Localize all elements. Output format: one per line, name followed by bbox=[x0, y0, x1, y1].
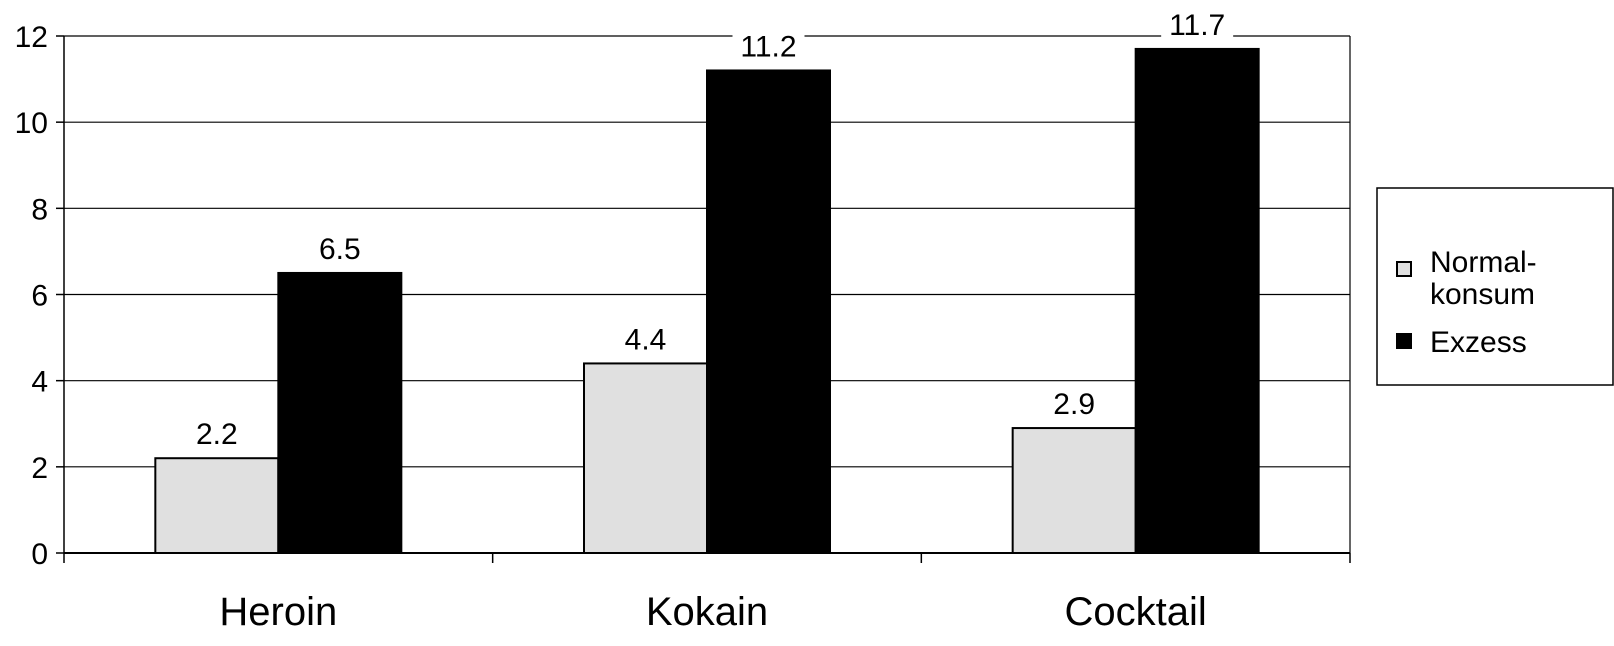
x-category-label: Cocktail bbox=[1065, 590, 1207, 634]
data-label-bg bbox=[1161, 6, 1234, 41]
y-tick-label: 8 bbox=[31, 193, 48, 226]
data-label-bg bbox=[617, 321, 674, 356]
y-tick-label: 0 bbox=[31, 538, 48, 571]
data-label-bg bbox=[1046, 386, 1103, 421]
bar-exzess-kokain bbox=[706, 69, 831, 554]
y-tick-label: 4 bbox=[31, 366, 48, 399]
legend-label: Exzess bbox=[1430, 326, 1527, 359]
bar-normal-konsum-heroin bbox=[154, 457, 280, 555]
y-axis-ticks: 0 2 4 6 8 10 12 bbox=[15, 21, 64, 571]
legend-swatch bbox=[1396, 333, 1412, 349]
y-tick-label: 10 bbox=[15, 107, 48, 140]
data-label-bg bbox=[188, 416, 245, 451]
bar-normal-konsum-kokain bbox=[583, 362, 708, 554]
x-axis-labels: Heroin Kokain Cocktail bbox=[219, 590, 1206, 634]
legend-swatch bbox=[1396, 261, 1412, 277]
bars bbox=[154, 47, 1260, 555]
data-label: 2.9 bbox=[1053, 388, 1095, 421]
legend-label: konsum bbox=[1430, 278, 1535, 311]
bar-normal-konsum-cocktail bbox=[1011, 427, 1137, 554]
data-label-bg bbox=[311, 230, 368, 265]
legend-box bbox=[1376, 187, 1614, 386]
x-category-label: Kokain bbox=[646, 590, 768, 634]
data-labels: 2.2 6.5 4.4 11.2 2.9 11.7 bbox=[188, 6, 1234, 451]
legend: Normal-konsum Exzess bbox=[1376, 187, 1614, 386]
y-tick-label: 6 bbox=[31, 280, 48, 313]
data-label: 11.7 bbox=[1169, 9, 1225, 42]
legend-label: Normal- bbox=[1430, 246, 1537, 279]
data-label: 4.4 bbox=[625, 323, 667, 356]
y-tick-label: 12 bbox=[15, 21, 48, 54]
data-label: 2.2 bbox=[196, 418, 238, 451]
data-label-bg bbox=[732, 28, 805, 63]
bar-exzess-cocktail bbox=[1134, 47, 1260, 555]
x-category-label: Heroin bbox=[219, 590, 337, 634]
data-label: 6.5 bbox=[319, 233, 361, 266]
data-label: 11.2 bbox=[740, 30, 796, 63]
y-tick-label: 2 bbox=[31, 452, 48, 485]
bar-exzess-heroin bbox=[277, 271, 403, 554]
